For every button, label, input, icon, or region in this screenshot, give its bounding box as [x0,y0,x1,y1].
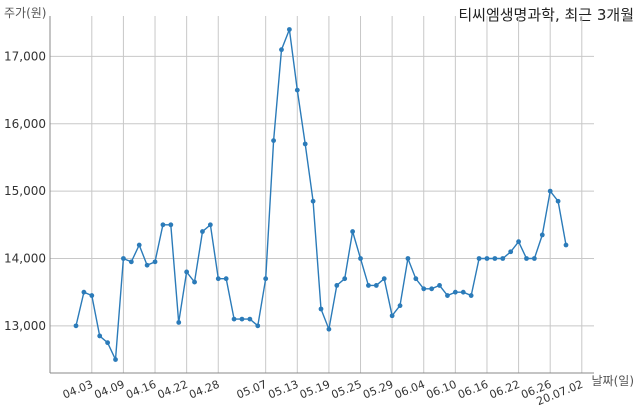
data-point [73,323,79,329]
data-point [500,256,506,261]
data-point [200,229,205,234]
data-point [342,276,348,282]
data-point [516,239,521,245]
data-point [168,222,174,228]
x-tick-label: 06.10 [424,378,458,402]
data-point [445,293,450,298]
data-point [429,286,435,292]
data-point [381,276,387,282]
data-point [334,283,340,288]
x-tick-label: 05.19 [298,378,332,402]
data-point [326,326,332,332]
x-axis-unit-label: 날짜(일) [591,374,634,388]
data-point [247,316,253,322]
data-point [105,340,111,346]
data-point [421,286,427,292]
data-point [81,289,87,295]
x-tick-label: 06.16 [456,378,490,402]
y-tick-label: 13,000 [4,319,46,333]
data-point [89,293,95,298]
data-point [302,141,308,147]
x-tick-label: 05.13 [266,378,300,402]
data-point [366,283,371,288]
x-tick-label: 04.22 [156,378,190,402]
x-tick-label: 04.16 [124,378,158,402]
x-tick-label: 05.29 [361,378,395,402]
data-point [286,27,292,32]
x-tick-label: 05.07 [235,378,269,402]
data-point [136,242,142,248]
data-point [113,357,118,362]
data-point [358,256,363,261]
data-point [128,259,134,265]
data-point [563,242,569,248]
data-point [555,198,561,204]
data-point [192,279,197,285]
y-tick-label: 16,000 [4,117,46,131]
data-point [279,47,284,53]
data-point [263,276,269,282]
data-point [152,259,158,265]
data-point [476,256,482,261]
data-point [484,256,490,261]
data-point [310,198,316,204]
data-point [508,249,514,255]
x-tick-label: 05.25 [330,378,364,402]
y-tick-label: 14,000 [4,251,46,265]
data-point [413,276,419,282]
data-point [271,138,276,144]
x-tick-label: 04.28 [187,378,221,402]
x-tick-label: 06.04 [393,378,427,402]
data-point [468,293,474,298]
data-point [144,262,150,268]
data-point [255,323,261,329]
data-point [389,313,395,319]
data-point [223,276,229,282]
data-point [452,289,458,295]
x-tick-label: 06.22 [488,378,522,402]
x-tick-label: 04.03 [61,378,95,402]
data-point [539,232,545,238]
data-point [184,269,190,275]
data-point [460,289,466,295]
data-point [373,283,379,288]
data-point [524,256,529,261]
data-point [397,303,403,309]
data-point [239,316,245,322]
y-axis-unit-label: 주가(원) [4,6,47,20]
data-point [160,222,166,228]
x-tick-label: 04.09 [92,378,126,402]
data-point [97,333,103,339]
data-point [215,276,221,282]
chart-title: 티씨엠생명과학, 최근 3개월 [458,6,634,24]
data-point [318,306,324,312]
y-tick-label: 17,000 [4,49,46,63]
y-tick-label: 15,000 [4,184,46,198]
data-point [121,256,126,261]
data-point [231,316,237,322]
data-point [176,320,182,325]
data-point [207,222,213,228]
data-point [437,283,442,288]
data-point [547,188,553,194]
data-point [350,229,356,234]
data-point [492,256,498,261]
data-point [531,256,537,261]
data-point [405,256,411,261]
data-point [294,87,300,93]
